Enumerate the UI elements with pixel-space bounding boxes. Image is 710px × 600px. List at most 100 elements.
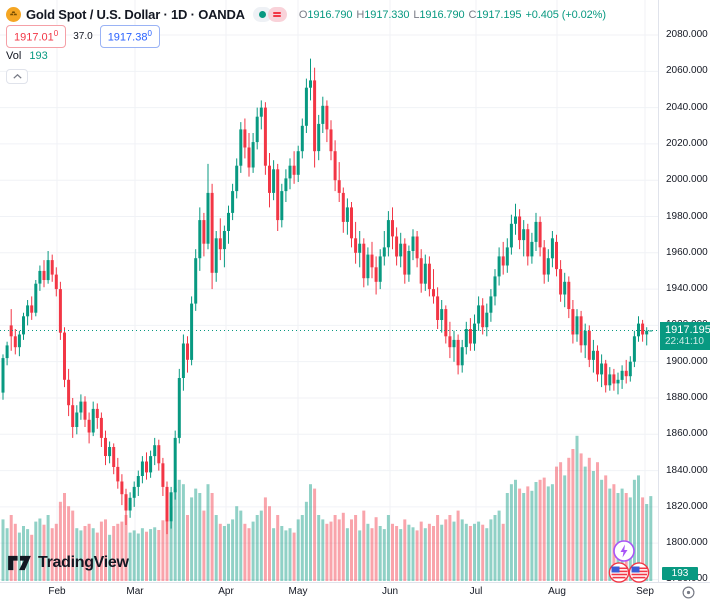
candle-body: [354, 238, 358, 253]
candle-body: [202, 220, 206, 244]
market-status-chip[interactable]: [252, 7, 272, 22]
candle-body: [370, 254, 374, 268]
candle-body: [26, 305, 30, 317]
paper-trading-chip[interactable]: [267, 7, 287, 22]
time-tick-label: Sep: [636, 586, 654, 597]
volume-bar: [198, 493, 202, 581]
time-tick-label: Aug: [548, 586, 566, 597]
volume-bar: [329, 521, 333, 581]
candle-body: [538, 221, 542, 248]
candle-body: [325, 105, 329, 130]
axis-settings-gear-icon[interactable]: [681, 585, 696, 600]
volume-bar: [1, 519, 5, 581]
candle-body: [329, 129, 333, 152]
volume-bar: [132, 530, 136, 581]
volume-bar: [559, 462, 563, 581]
volume-bar: [567, 457, 571, 581]
candle-body: [395, 236, 399, 257]
candle-body: [304, 87, 308, 126]
time-axis[interactable]: Feb Mar Apr May Jun Jul Aug Sep: [0, 582, 710, 600]
volume-bar: [247, 528, 251, 581]
gold-coin-icon: [6, 7, 21, 22]
volume-bar: [75, 528, 79, 581]
candle-body: [333, 151, 337, 181]
volume-bar: [50, 528, 54, 581]
volume-bar: [99, 521, 103, 581]
volume-bar: [649, 496, 653, 581]
candle-body: [91, 408, 95, 433]
buy-button[interactable]: 1917.380: [99, 25, 160, 48]
volume-bar: [591, 471, 595, 581]
price-tick-label: 2000.000: [666, 174, 708, 185]
volume-bar: [54, 523, 58, 581]
instant-order-lightning-button[interactable]: [612, 539, 636, 563]
candle-body: [530, 241, 534, 257]
volume-bar: [300, 515, 304, 581]
price-chart[interactable]: [0, 0, 658, 582]
volume-bar: [153, 527, 157, 581]
volume-bar: [181, 484, 185, 581]
candle-body: [575, 316, 579, 335]
collapse-legend-button[interactable]: [6, 69, 28, 84]
candle-body: [477, 305, 481, 324]
volume-bar: [571, 449, 575, 581]
volume-bar: [22, 526, 25, 581]
volume-bar: [522, 493, 526, 581]
volume-bar: [628, 497, 632, 581]
tradingview-logo[interactable]: TradingView: [7, 554, 129, 572]
candle-body: [63, 332, 66, 380]
volume-bar: [600, 479, 604, 581]
volume-bar: [317, 515, 321, 581]
us-flag-icon: [608, 562, 630, 583]
volume-bar: [362, 510, 366, 581]
economic-events-flags-button[interactable]: [608, 561, 651, 584]
volume-bar: [46, 515, 50, 581]
candle-body: [624, 370, 628, 377]
volume-bar: [104, 519, 107, 581]
price-tick-label: 1940.000: [666, 283, 708, 294]
candle-body: [358, 243, 362, 253]
volume-bar: [140, 528, 144, 581]
volume-bar: [263, 497, 267, 581]
volume-bar: [489, 519, 493, 581]
volume-bar: [382, 529, 386, 581]
volume-bar: [13, 523, 17, 581]
volume-bar: [251, 521, 255, 581]
volume-bar: [608, 488, 612, 581]
lines-icon: [273, 10, 282, 19]
bar-countdown: 22:41:10: [665, 336, 704, 347]
volume-bar: [501, 523, 505, 581]
legend-chips: [252, 7, 287, 22]
price-tick-label: 1820.000: [666, 501, 708, 512]
volume-bar: [235, 506, 239, 581]
symbol-title[interactable]: Gold Spot / U.S. Dollar · 1D · OANDA: [26, 7, 245, 22]
candle-body: [612, 374, 616, 384]
candle-body: [161, 463, 165, 487]
volume-bar: [534, 482, 538, 581]
candle-body: [1, 358, 5, 393]
candle-body: [542, 247, 546, 275]
candle-body: [399, 243, 403, 257]
price-tick-label: 1980.000: [666, 211, 708, 222]
candle-body: [317, 123, 321, 152]
candle-body: [296, 151, 300, 175]
candle-body: [444, 309, 448, 337]
time-tick-label: Apr: [218, 586, 234, 597]
candle-body: [153, 445, 157, 457]
candle-body: [198, 220, 202, 259]
volume-bar: [292, 532, 296, 581]
candle-body: [391, 220, 394, 237]
sell-button[interactable]: 1917.010: [6, 25, 67, 48]
volume-bar: [497, 510, 501, 581]
candle-body: [616, 379, 620, 384]
candle-body: [190, 303, 194, 360]
candle-body: [468, 329, 472, 344]
price-tick-label: 1840.000: [666, 465, 708, 476]
volume-bar: [374, 517, 378, 581]
volume-bar: [386, 515, 390, 581]
price-axis[interactable]: 1780.0001800.0001820.0001840.0001860.000…: [658, 0, 710, 584]
volume-bar: [161, 520, 165, 581]
volume-bar: [407, 524, 411, 581]
candle-body: [497, 256, 501, 277]
